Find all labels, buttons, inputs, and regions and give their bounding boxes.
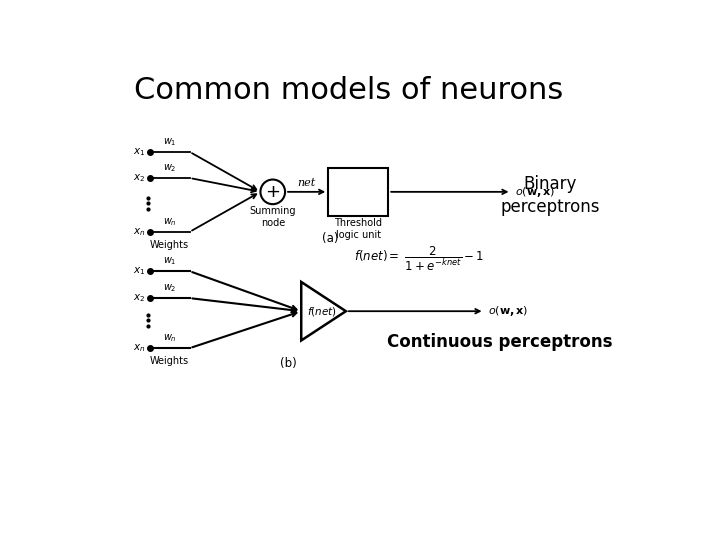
Text: (b): (b) — [280, 357, 297, 370]
Bar — [328, 168, 388, 215]
Text: $w_n$: $w_n$ — [163, 333, 176, 345]
Text: Binary
perceptrons: Binary perceptrons — [500, 175, 600, 217]
Text: Threshold
logic unit: Threshold logic unit — [334, 218, 382, 240]
Text: Summing
node: Summing node — [250, 206, 296, 228]
Text: $x_n$: $x_n$ — [133, 226, 145, 238]
Text: $w_2$: $w_2$ — [163, 282, 176, 294]
Text: Weights: Weights — [149, 240, 189, 249]
Text: 1: 1 — [348, 174, 354, 183]
Text: net: net — [297, 178, 316, 188]
Text: $w_1$: $w_1$ — [163, 136, 176, 148]
Text: Weights: Weights — [149, 356, 189, 366]
Text: +: + — [265, 183, 280, 201]
Text: $x_2$: $x_2$ — [133, 292, 145, 304]
Text: $f(net)$: $f(net)$ — [307, 305, 337, 318]
Text: $f(net){=}\ \dfrac{2}{1+e^{-knet}}-1$: $f(net){=}\ \dfrac{2}{1+e^{-knet}}-1$ — [354, 245, 485, 273]
Text: $o(\mathbf{w,x})$: $o(\mathbf{w,x})$ — [487, 304, 528, 318]
Text: $x_1$: $x_1$ — [133, 265, 145, 277]
Text: Common models of neurons: Common models of neurons — [134, 76, 563, 105]
Text: $w_2$: $w_2$ — [163, 163, 176, 174]
Text: Continuous perceptrons: Continuous perceptrons — [387, 333, 613, 351]
Text: $w_n$: $w_n$ — [163, 216, 176, 228]
Text: $x_2$: $x_2$ — [133, 172, 145, 184]
Text: $x_n$: $x_n$ — [133, 342, 145, 354]
Text: $x_1$: $x_1$ — [133, 146, 145, 158]
Text: -1: -1 — [347, 204, 354, 212]
Text: net: net — [369, 183, 382, 190]
Text: $o(\mathbf{w,x})$: $o(\mathbf{w,x})$ — [515, 185, 555, 199]
Text: (a): (a) — [323, 232, 338, 245]
Text: 0: 0 — [348, 187, 354, 195]
Text: $w_1$: $w_1$ — [163, 255, 176, 267]
